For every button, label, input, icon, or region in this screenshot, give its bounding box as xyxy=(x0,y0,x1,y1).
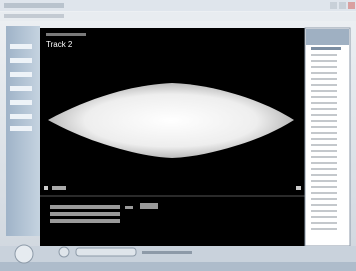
taskbar xyxy=(0,262,356,271)
task-button[interactable] xyxy=(10,44,32,49)
playlist-header xyxy=(306,29,349,45)
close-button[interactable] xyxy=(348,2,355,9)
playlist-selected[interactable] xyxy=(311,47,341,50)
transport-controls[interactable] xyxy=(76,248,136,256)
task-button[interactable] xyxy=(10,58,32,63)
media-player-window: Track 2 xyxy=(0,0,356,271)
task-button[interactable] xyxy=(10,72,32,77)
menu-items[interactable] xyxy=(4,14,64,18)
viz-prev[interactable] xyxy=(44,186,48,190)
stop-button[interactable] xyxy=(59,247,69,257)
maximize-button[interactable] xyxy=(339,2,346,9)
minimize-button[interactable] xyxy=(330,2,337,9)
task-button[interactable] xyxy=(10,126,32,131)
volume-slider[interactable] xyxy=(142,251,192,254)
title-text xyxy=(4,3,64,8)
task-button[interactable] xyxy=(10,86,32,91)
viz-next[interactable] xyxy=(296,186,301,190)
viz-controls[interactable] xyxy=(52,186,66,190)
play-button[interactable] xyxy=(15,245,33,263)
now-playing-label xyxy=(46,33,86,36)
task-button[interactable] xyxy=(10,114,32,119)
track-title: Track 2 xyxy=(46,40,73,49)
task-button[interactable] xyxy=(10,100,32,105)
